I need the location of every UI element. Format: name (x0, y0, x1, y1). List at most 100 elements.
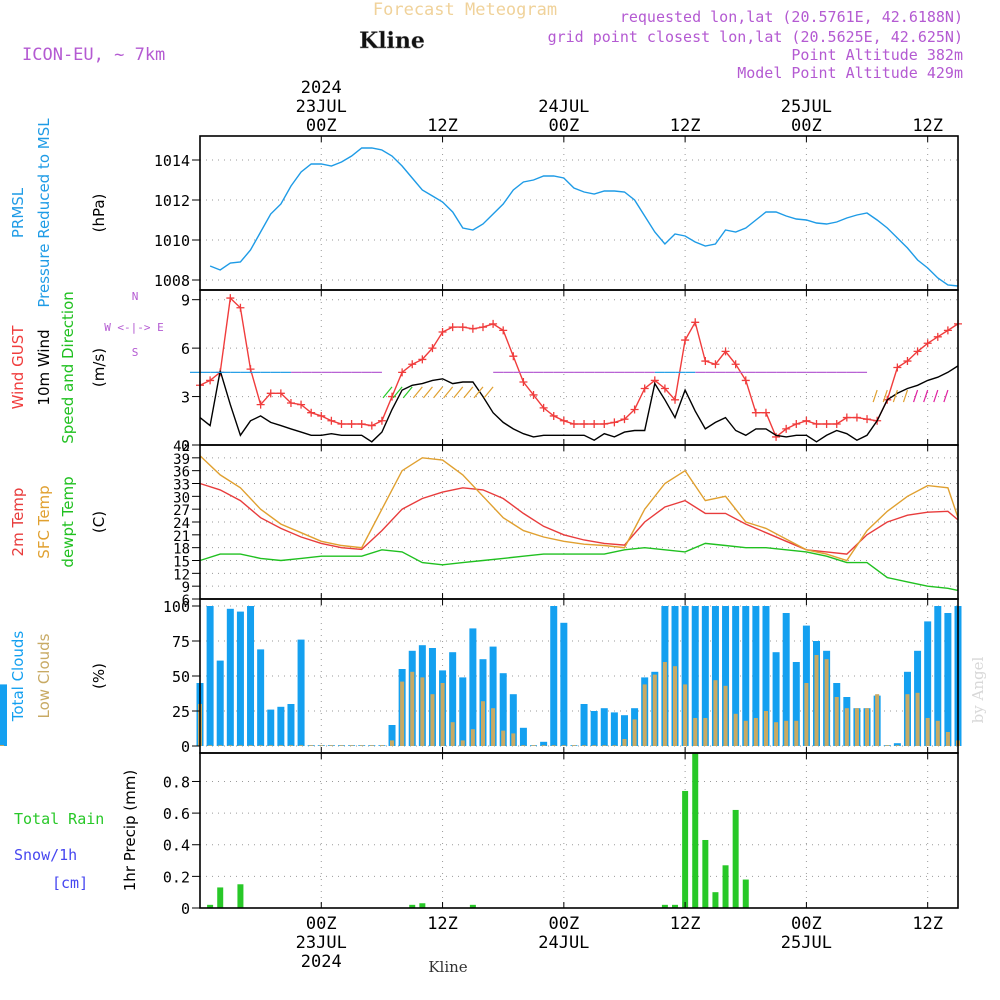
panel-label: Pressure Reduced to MSL (35, 118, 53, 308)
gust-point (943, 326, 952, 335)
total-cloud-bar (590, 711, 598, 746)
gust-point (226, 294, 235, 303)
bottom-time-label: 12Z (670, 914, 701, 934)
bottom-time-label: 2024 (301, 952, 342, 972)
low-cloud-bar (774, 722, 779, 746)
wind-direction-arrow (433, 386, 444, 399)
y-tick-label: 0 (181, 900, 190, 918)
total-cloud-bar (732, 606, 740, 746)
bottom-time-label: 12Z (912, 914, 943, 934)
y-tick-label: 25 (172, 703, 190, 721)
gust-point (590, 420, 599, 429)
watermark: by Angel (969, 656, 987, 723)
rain-bar (722, 865, 729, 908)
rain-bar (217, 887, 224, 908)
low-cloud-bar (248, 745, 253, 746)
low-cloud-bar (794, 720, 799, 746)
low-cloud-bar (0, 745, 4, 746)
marks-layer (0, 148, 962, 909)
rain-bar (237, 884, 244, 908)
y-tick-label: 36 (173, 465, 190, 481)
panel-frame (199, 135, 959, 291)
total-cloud-bar (924, 621, 932, 746)
rain-bar (672, 904, 679, 908)
low-cloud-bar (218, 745, 223, 746)
gust-point (701, 357, 710, 366)
gust-point (458, 323, 467, 332)
total-cloud-bar (620, 715, 628, 746)
panel-frame (199, 289, 959, 446)
gust-point (367, 421, 376, 430)
wind-direction-arrow (872, 389, 878, 403)
y-tick-label: 1012 (154, 192, 190, 210)
total-cloud-bar (459, 677, 467, 746)
low-cloud-bar (935, 720, 940, 746)
low-cloud-bar (531, 745, 536, 746)
y-tick-label: 1010 (154, 232, 190, 250)
total-cloud-bar (226, 608, 234, 746)
bottom-time-label: 25JUL (781, 933, 832, 953)
gust-point (681, 336, 690, 345)
gust-point (569, 420, 578, 429)
frame-layer (192, 135, 959, 909)
bottom-time-label: 00Z (306, 914, 337, 934)
low-cloud-bar (784, 720, 789, 746)
wind-direction-arrow (943, 389, 949, 403)
rain-bar (682, 790, 689, 908)
low-cloud-bar (622, 739, 627, 746)
gust-point (792, 420, 801, 429)
bottom-time-label: 00Z (548, 914, 579, 934)
y-tick-label: 30 (173, 490, 190, 506)
gust-point (529, 390, 538, 399)
gust-point (317, 411, 326, 420)
total-cloud-bar (742, 606, 750, 746)
series-line-sfc-temp (199, 455, 959, 562)
low-cloud-bar (753, 718, 758, 746)
total-cloud-bar (681, 606, 689, 746)
wind-direction-arrow (902, 389, 909, 403)
low-cloud-bar (288, 745, 293, 746)
y-tick-label: 75 (172, 633, 190, 651)
rain-bar (469, 904, 476, 908)
y-tick-label: 1014 (154, 152, 190, 170)
low-cloud-bar (430, 694, 435, 746)
gust-point (347, 420, 356, 429)
wind-direction-arrow (443, 386, 454, 399)
gust-point (337, 420, 346, 429)
total-cloud-bar (216, 660, 224, 746)
gust-point (772, 432, 781, 441)
total-cloud-bar (519, 727, 527, 746)
low-cloud-bar (814, 655, 819, 746)
low-cloud-bar (905, 694, 910, 746)
bottom-time-label: 23JUL (296, 933, 347, 953)
gust-point (863, 415, 872, 424)
y-tick-label: 0.6 (163, 805, 190, 823)
panel-label: Snow/1h (14, 846, 77, 864)
wind-direction-arrow (453, 386, 464, 399)
gust-point (640, 384, 649, 393)
low-cloud-bar (592, 745, 597, 746)
low-cloud-bar (693, 718, 698, 746)
compass-label: S (132, 346, 139, 359)
gridpoint-coords: grid point closest lon,lat (20.5625E, 42… (548, 28, 963, 46)
rain-bar (692, 753, 699, 908)
gust-point (580, 420, 589, 429)
y-tick-label: 24 (173, 516, 190, 532)
low-cloud-bar (501, 730, 506, 746)
gust-point (852, 413, 861, 422)
gust-point (256, 400, 265, 409)
low-cloud-bar (400, 681, 405, 746)
bottom-time-label: 12Z (427, 914, 458, 934)
top-time-label: 00Z (306, 116, 337, 136)
total-cloud-bar (701, 606, 709, 746)
low-cloud-bar (521, 745, 526, 746)
gust-point (468, 324, 477, 333)
total-cloud-bar (722, 606, 730, 746)
low-cloud-bar (470, 729, 475, 746)
top-time-label: 12Z (912, 116, 943, 136)
total-cloud-bar (560, 622, 568, 746)
low-cloud-bar (571, 745, 576, 746)
panel-label: 10m Wind (35, 329, 53, 405)
y-axis-label: (m/s) (90, 348, 108, 387)
